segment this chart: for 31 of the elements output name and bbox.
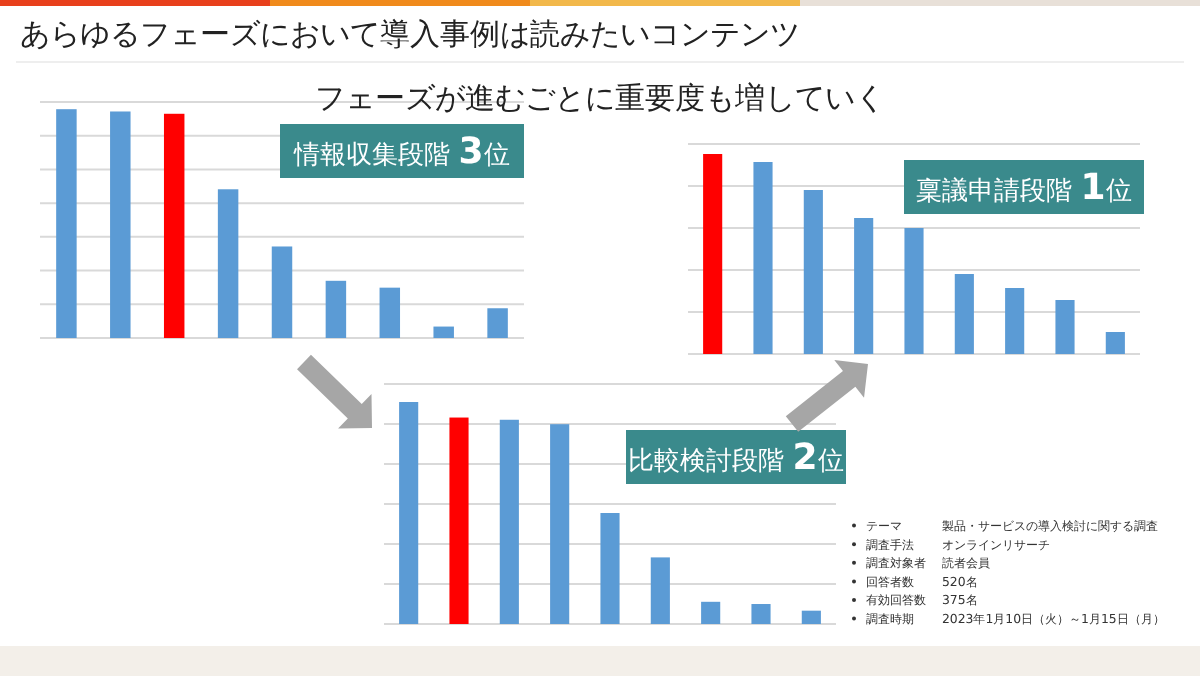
- bar: [650, 557, 670, 624]
- bar: [801, 610, 821, 624]
- bar: [550, 424, 570, 624]
- bar: [803, 190, 823, 354]
- text: あらゆるフェーズにおいて導入事例は読みたいコンテンツ: [20, 16, 800, 52]
- annotation: フェーズが進むごとに重要度も増していく: [315, 80, 885, 116]
- bar: [600, 513, 620, 624]
- bar: [1055, 300, 1075, 354]
- bar: [163, 113, 185, 338]
- bar: [399, 402, 419, 624]
- bar: [701, 601, 721, 624]
- bar: [487, 308, 508, 338]
- bar: [751, 604, 771, 624]
- bar: [449, 417, 469, 624]
- bar: [854, 218, 874, 354]
- bar: [904, 228, 924, 354]
- bar: [110, 111, 131, 338]
- bar: [433, 326, 454, 338]
- bar: [753, 162, 773, 354]
- bar: [703, 154, 723, 354]
- bar: [56, 109, 77, 338]
- bar: [954, 274, 974, 354]
- chart-title: 稟議申請段階 1位: [916, 167, 1132, 209]
- bar: [325, 280, 347, 338]
- bar: [271, 246, 293, 338]
- bar: [379, 287, 401, 338]
- bar: [217, 189, 239, 338]
- text: 情報収集段階 3位: [292, 131, 510, 173]
- bar: [1105, 332, 1125, 354]
- bar: [1005, 288, 1025, 354]
- bar: [499, 419, 519, 624]
